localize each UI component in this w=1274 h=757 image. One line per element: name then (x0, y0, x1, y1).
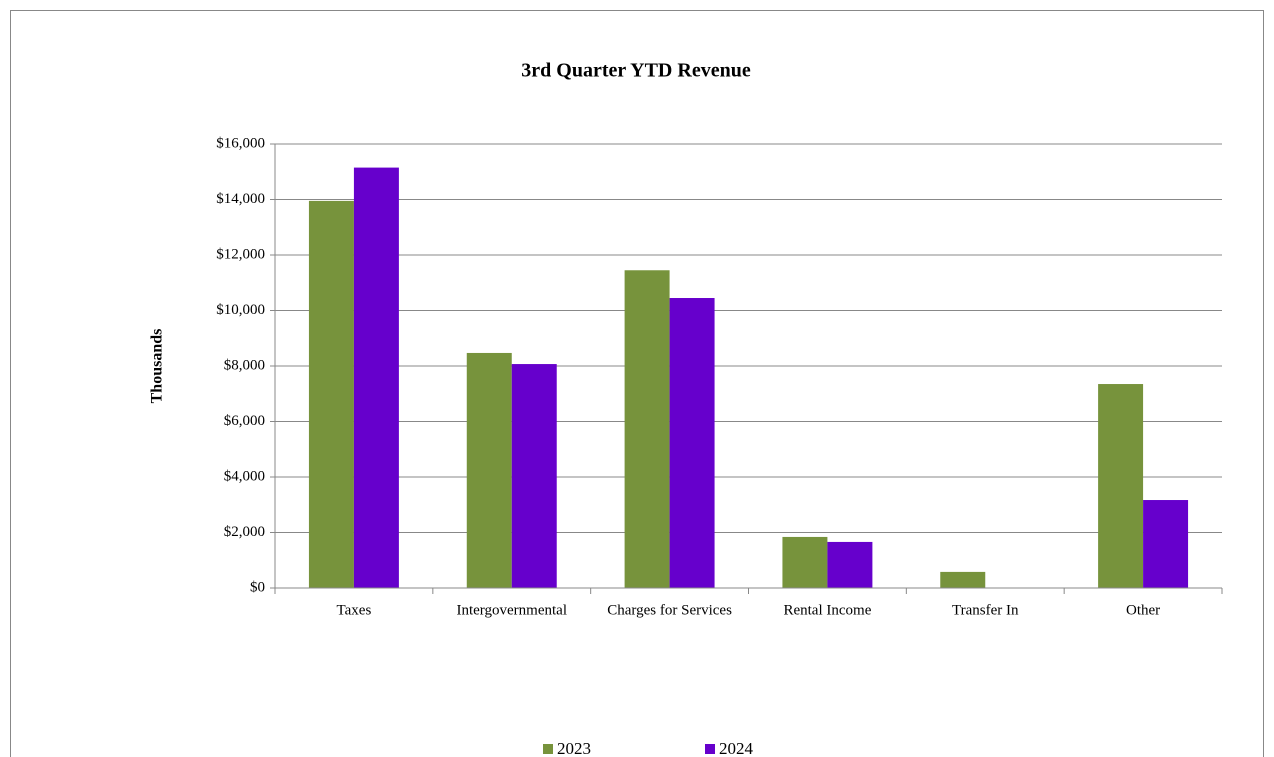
bar (308, 200, 354, 588)
y-tick-label: $0 (250, 579, 265, 595)
bar (1098, 384, 1144, 588)
bar (624, 270, 670, 588)
y-tick-label: $6,000 (224, 413, 265, 429)
legend-label: 2023 (557, 739, 591, 757)
chart-frame (10, 10, 1264, 757)
y-axis-label: Thousands (149, 329, 166, 404)
x-tick-label: Taxes (337, 602, 372, 618)
y-tick-label: $10,000 (216, 302, 265, 318)
bar (827, 541, 873, 588)
y-tick-label: $16,000 (216, 135, 265, 151)
y-tick-label: $14,000 (216, 191, 265, 207)
x-tick-label: Transfer In (952, 602, 1019, 618)
bar (782, 536, 828, 588)
bar (466, 352, 512, 588)
x-tick-label: Other (1126, 602, 1160, 618)
legend-swatch (543, 744, 553, 754)
y-tick-label: $12,000 (216, 246, 265, 262)
legend-label: 2024 (719, 739, 754, 757)
bar (511, 364, 557, 588)
bar (353, 167, 399, 588)
y-tick-label: $4,000 (224, 468, 265, 484)
x-tick-label: Intergovernmental (456, 602, 567, 618)
legend-swatch (705, 744, 715, 754)
x-tick-label: Charges for Services (607, 602, 732, 618)
bar (940, 571, 986, 588)
y-tick-label: $2,000 (224, 524, 265, 540)
bar (1143, 500, 1189, 588)
bar (669, 298, 715, 588)
chart-title: 3rd Quarter YTD Revenue (521, 60, 751, 82)
x-tick-label: Rental Income (783, 602, 871, 618)
y-tick-label: $8,000 (224, 357, 265, 373)
